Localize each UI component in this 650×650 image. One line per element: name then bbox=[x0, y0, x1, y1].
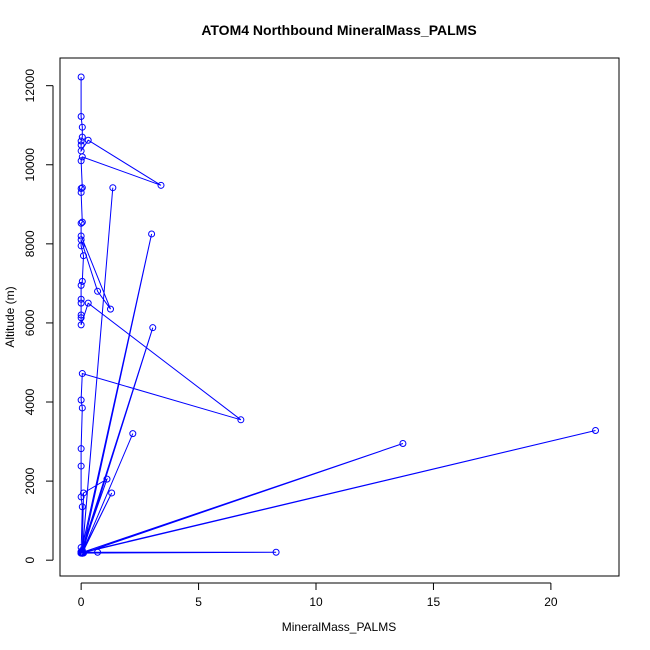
data-point bbox=[78, 370, 86, 378]
data-point bbox=[77, 321, 85, 329]
data-point bbox=[77, 188, 85, 196]
data-point bbox=[77, 157, 85, 165]
y-tick-label: 8000 bbox=[23, 230, 37, 257]
data-point bbox=[108, 489, 116, 497]
data-point bbox=[94, 548, 102, 556]
data-point bbox=[237, 416, 245, 424]
data-point bbox=[149, 324, 157, 332]
data-point bbox=[94, 287, 102, 295]
data-point bbox=[77, 219, 85, 227]
data-point bbox=[77, 445, 85, 453]
data-point bbox=[78, 184, 86, 192]
data-point bbox=[84, 136, 92, 144]
data-point bbox=[78, 404, 86, 412]
data-point bbox=[77, 184, 85, 192]
data-point bbox=[77, 462, 85, 470]
y-axis: 0 2000 4000 6000 8000 10000 12000 bbox=[23, 69, 54, 564]
data-point bbox=[77, 548, 85, 556]
data-point bbox=[77, 314, 85, 322]
data-point bbox=[78, 549, 86, 557]
data-point bbox=[77, 137, 85, 145]
data-point bbox=[79, 252, 87, 260]
data-point bbox=[78, 153, 86, 161]
data-point bbox=[129, 430, 137, 438]
data-point bbox=[399, 440, 407, 448]
x-axis: 0 5 10 15 20 bbox=[78, 582, 558, 609]
data-point bbox=[106, 305, 114, 313]
x-axis-label: MineralMass_PALMS bbox=[282, 620, 396, 634]
data-point bbox=[592, 426, 600, 434]
data-point bbox=[78, 123, 86, 131]
y-tick-label: 12000 bbox=[23, 69, 37, 103]
data-point bbox=[77, 311, 85, 319]
y-axis-label: Altitude (m) bbox=[3, 286, 17, 347]
y-tick-label: 4000 bbox=[23, 388, 37, 415]
data-point bbox=[78, 218, 86, 226]
data-point bbox=[109, 184, 117, 192]
data-point bbox=[103, 475, 111, 483]
data-point bbox=[77, 295, 85, 303]
x-tick-label: 20 bbox=[544, 595, 558, 609]
data-point bbox=[77, 113, 85, 121]
data-point bbox=[77, 232, 85, 240]
data-point bbox=[77, 281, 85, 289]
data-point bbox=[79, 489, 87, 497]
data-point bbox=[77, 299, 85, 307]
data-point bbox=[78, 503, 86, 511]
x-tick-label: 15 bbox=[427, 595, 441, 609]
series-layer bbox=[77, 73, 600, 557]
x-tick-label: 5 bbox=[195, 595, 202, 609]
y-tick-label: 10000 bbox=[23, 148, 37, 182]
data-point bbox=[77, 242, 85, 250]
y-tick-label: 2000 bbox=[23, 467, 37, 494]
y-tick-label: 0 bbox=[23, 557, 37, 564]
data-point bbox=[78, 277, 86, 285]
y-tick-label: 6000 bbox=[23, 309, 37, 336]
data-point bbox=[77, 493, 85, 501]
data-point bbox=[77, 73, 85, 81]
data-point bbox=[148, 230, 156, 238]
data-point bbox=[78, 133, 86, 141]
data-point bbox=[77, 396, 85, 404]
x-tick-label: 0 bbox=[78, 595, 85, 609]
data-point bbox=[84, 299, 92, 307]
data-point bbox=[272, 548, 280, 556]
plot-frame bbox=[59, 57, 620, 577]
x-tick-label: 10 bbox=[309, 595, 323, 609]
chart-title: ATOM4 Northbound MineralMass_PALMS bbox=[201, 22, 476, 38]
data-point bbox=[157, 181, 165, 189]
